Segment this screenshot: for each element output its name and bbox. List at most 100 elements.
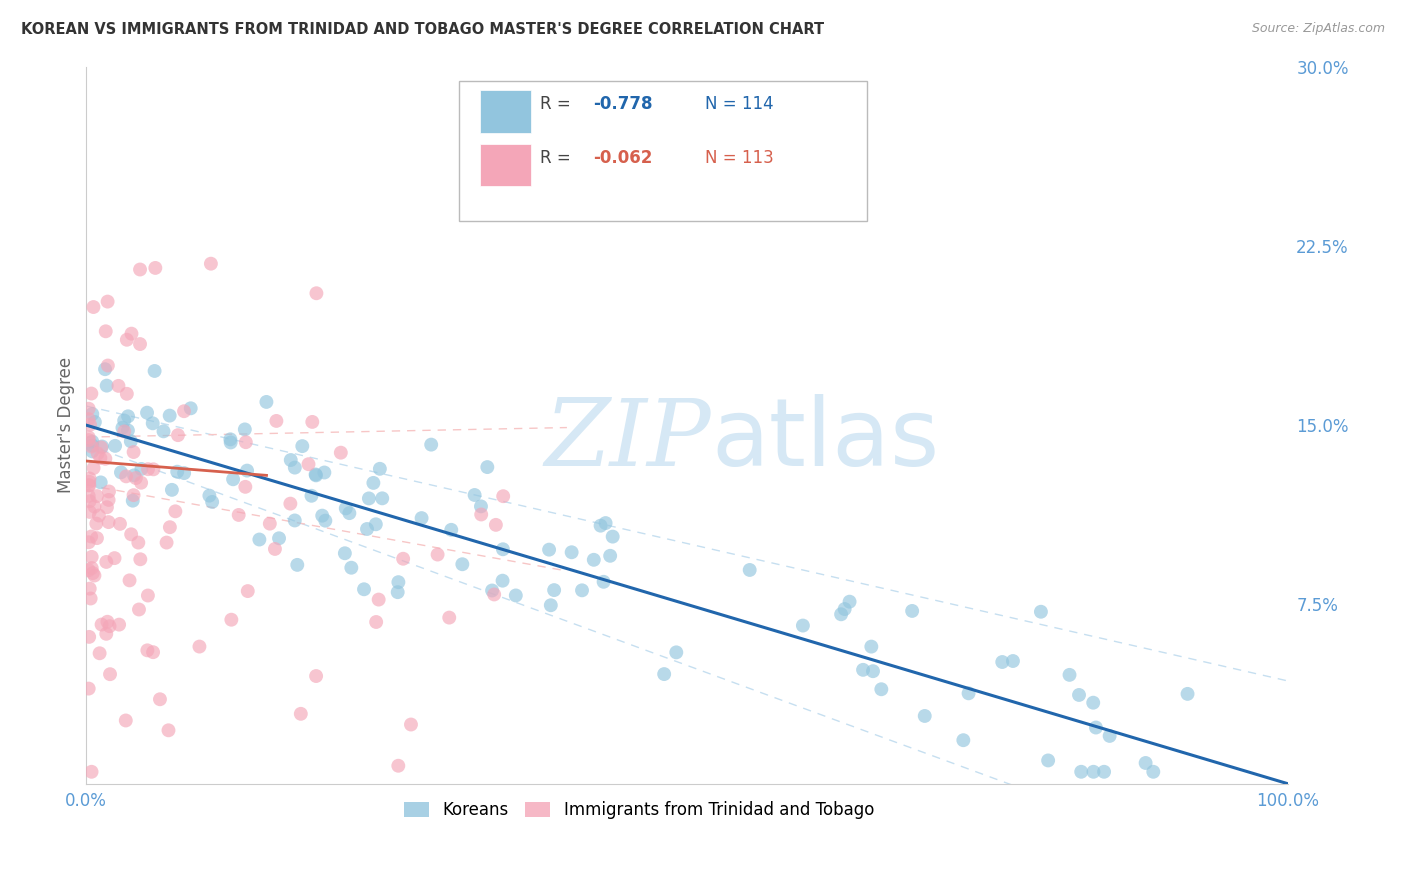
Point [254, 395, 277, 409]
Point [77, 412, 100, 426]
Point [79, 478, 101, 492]
Point [127, 535, 149, 549]
Point [83, 415, 105, 429]
Point [411, 511, 433, 525]
Point [149, 692, 172, 706]
Point [129, 552, 152, 566]
Point [1067, 688, 1090, 702]
Point [96, 500, 118, 515]
Point [1036, 754, 1059, 768]
Point [87, 508, 110, 523]
Point [77, 433, 100, 447]
Point [112, 413, 135, 427]
Point [131, 462, 153, 476]
Point [111, 421, 134, 435]
Point [96, 627, 118, 641]
Point [1070, 764, 1092, 779]
Point [505, 589, 527, 603]
Point [235, 435, 257, 450]
Point [129, 337, 152, 351]
Point [198, 489, 221, 503]
Point [129, 262, 152, 277]
Point [201, 495, 224, 509]
Point [1029, 605, 1052, 619]
Point [97, 294, 120, 309]
Point [122, 468, 145, 483]
Point [110, 466, 132, 480]
Point [83, 461, 105, 475]
Point [602, 530, 624, 544]
Point [96, 555, 118, 569]
Point [304, 467, 326, 482]
Point [387, 758, 409, 772]
Point [89, 450, 111, 465]
Point [420, 437, 443, 451]
Point [1059, 668, 1081, 682]
Point [98, 667, 121, 681]
Point [1083, 696, 1105, 710]
Point [142, 645, 165, 659]
Point [363, 475, 385, 490]
Point [108, 516, 131, 531]
Point [136, 589, 159, 603]
Point [79, 471, 101, 485]
Point [589, 518, 612, 533]
Point [129, 475, 152, 490]
Point [305, 468, 328, 483]
Point [188, 640, 211, 654]
Point [120, 527, 142, 541]
Point [115, 386, 138, 401]
Text: R =: R = [540, 95, 576, 113]
Point [482, 587, 505, 601]
Point [233, 480, 256, 494]
Point [356, 522, 378, 536]
Point [80, 561, 103, 575]
Point [91, 440, 114, 454]
Point [305, 286, 328, 301]
Point [89, 646, 111, 660]
Point [337, 506, 360, 520]
Point [333, 546, 356, 560]
Point [165, 504, 187, 518]
Point [792, 618, 814, 632]
Point [86, 531, 108, 545]
Point [77, 681, 100, 696]
Point [79, 494, 101, 508]
Point [991, 655, 1014, 669]
Point [236, 464, 259, 478]
Point [366, 615, 388, 629]
Point [80, 529, 103, 543]
Point [329, 445, 352, 459]
Point [305, 669, 328, 683]
Point [491, 574, 513, 588]
Point [159, 520, 181, 534]
Point [665, 645, 688, 659]
Text: KOREAN VS IMMIGRANTS FROM TRINIDAD AND TOBAGO MASTER'S DEGREE CORRELATION CHART: KOREAN VS IMMIGRANTS FROM TRINIDAD AND T… [21, 22, 824, 37]
Point [173, 466, 195, 480]
Point [94, 362, 117, 376]
Point [470, 500, 492, 514]
Point [112, 425, 135, 439]
Point [115, 333, 138, 347]
Point [371, 491, 394, 506]
Point [1092, 764, 1115, 779]
Point [97, 359, 120, 373]
Point [264, 541, 287, 556]
Point [136, 462, 159, 476]
Point [492, 542, 515, 557]
Point [599, 549, 621, 563]
Point [77, 535, 100, 549]
Point [86, 489, 108, 503]
Point [259, 516, 281, 531]
Point [852, 663, 875, 677]
Point [79, 582, 101, 596]
Point [284, 460, 307, 475]
Point [160, 483, 183, 497]
Point [291, 439, 314, 453]
Point [1083, 764, 1105, 779]
Point [82, 407, 104, 421]
Point [98, 619, 121, 633]
Point [80, 764, 103, 779]
Point [1135, 756, 1157, 770]
Point [870, 682, 893, 697]
